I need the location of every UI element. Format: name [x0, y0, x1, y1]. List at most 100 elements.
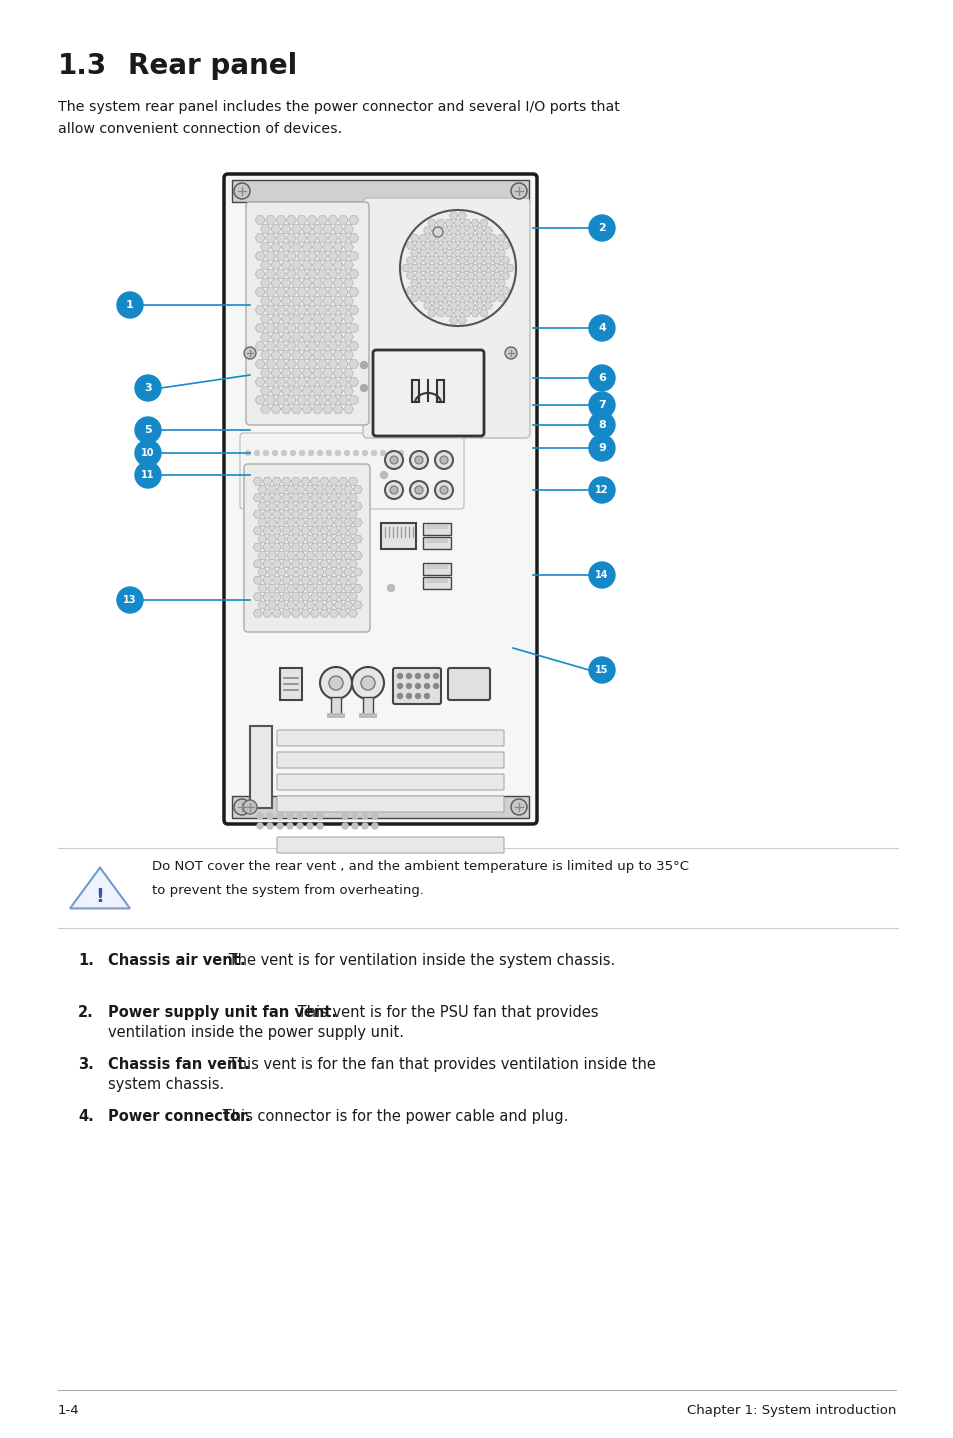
FancyBboxPatch shape — [393, 669, 440, 705]
Circle shape — [316, 450, 323, 456]
Circle shape — [281, 450, 287, 456]
Circle shape — [117, 292, 143, 318]
Circle shape — [360, 676, 375, 690]
Circle shape — [435, 452, 453, 469]
Circle shape — [135, 440, 161, 466]
Text: 4: 4 — [598, 324, 605, 334]
Circle shape — [267, 823, 273, 828]
FancyBboxPatch shape — [448, 669, 490, 700]
Bar — [232, 797, 529, 818]
Circle shape — [416, 683, 420, 689]
Text: Rear panel: Rear panel — [128, 52, 297, 81]
Bar — [426, 539, 448, 544]
Circle shape — [319, 667, 352, 699]
FancyBboxPatch shape — [276, 837, 503, 853]
Circle shape — [117, 587, 143, 613]
Circle shape — [353, 450, 358, 456]
Circle shape — [588, 216, 615, 242]
Bar — [232, 180, 529, 201]
Text: to prevent the system from overheating.: to prevent the system from overheating. — [152, 884, 423, 897]
Circle shape — [433, 683, 438, 689]
Text: 11: 11 — [141, 470, 154, 480]
Circle shape — [410, 480, 428, 499]
Text: The system rear panel includes the power connector and several I/O ports that: The system rear panel includes the power… — [58, 101, 619, 114]
Text: 6: 6 — [598, 372, 605, 383]
Circle shape — [307, 812, 313, 820]
Text: 1: 1 — [126, 301, 133, 311]
Circle shape — [296, 823, 303, 828]
Text: Do NOT cover the rear vent , and the ambient temperature is limited up to 35°C: Do NOT cover the rear vent , and the amb… — [152, 860, 688, 873]
Circle shape — [352, 812, 357, 820]
FancyBboxPatch shape — [244, 464, 370, 631]
Text: 10: 10 — [141, 449, 154, 457]
Circle shape — [588, 562, 615, 588]
Circle shape — [245, 450, 251, 456]
Text: Chassis fan vent.: Chassis fan vent. — [108, 1057, 250, 1071]
Text: 4.: 4. — [78, 1109, 93, 1125]
Bar — [426, 580, 448, 582]
Circle shape — [308, 450, 314, 456]
Text: The vent is for ventilation inside the system chassis.: The vent is for ventilation inside the s… — [224, 953, 615, 968]
Text: 13: 13 — [123, 595, 136, 605]
Circle shape — [588, 477, 615, 503]
FancyBboxPatch shape — [373, 349, 483, 436]
Text: 2: 2 — [598, 223, 605, 233]
Circle shape — [588, 393, 615, 418]
Circle shape — [360, 384, 367, 391]
Circle shape — [361, 450, 368, 456]
Circle shape — [406, 683, 411, 689]
Text: 3.: 3. — [78, 1057, 93, 1071]
Circle shape — [389, 450, 395, 456]
Bar — [363, 697, 373, 715]
Bar — [358, 713, 376, 718]
Circle shape — [588, 413, 615, 439]
Text: ventilation inside the power supply unit.: ventilation inside the power supply unit… — [108, 1025, 403, 1040]
Circle shape — [371, 450, 376, 456]
Circle shape — [272, 450, 277, 456]
Text: This connector is for the power cable and plug.: This connector is for the power cable an… — [217, 1109, 567, 1125]
Circle shape — [361, 823, 368, 828]
Circle shape — [341, 823, 348, 828]
Text: allow convenient connection of devices.: allow convenient connection of devices. — [58, 122, 342, 137]
Circle shape — [256, 812, 263, 820]
Circle shape — [267, 812, 273, 820]
FancyBboxPatch shape — [363, 198, 530, 439]
Circle shape — [387, 584, 395, 591]
Circle shape — [290, 450, 295, 456]
Text: 8: 8 — [598, 420, 605, 430]
FancyBboxPatch shape — [276, 752, 503, 768]
Circle shape — [397, 673, 402, 679]
Circle shape — [397, 450, 403, 456]
Text: 15: 15 — [595, 664, 608, 674]
FancyBboxPatch shape — [224, 174, 537, 824]
Circle shape — [588, 436, 615, 462]
Circle shape — [326, 450, 332, 456]
Bar — [422, 523, 451, 535]
Circle shape — [424, 683, 429, 689]
Text: Chapter 1: System introduction: Chapter 1: System introduction — [686, 1403, 895, 1416]
Polygon shape — [70, 867, 130, 909]
Circle shape — [344, 450, 350, 456]
Circle shape — [439, 486, 448, 495]
Circle shape — [244, 347, 255, 360]
Text: system chassis.: system chassis. — [108, 1077, 224, 1091]
Circle shape — [316, 823, 323, 828]
Text: 1.3: 1.3 — [58, 52, 107, 81]
Circle shape — [511, 800, 526, 815]
Circle shape — [352, 823, 357, 828]
Circle shape — [439, 456, 448, 464]
Circle shape — [263, 450, 269, 456]
Circle shape — [296, 812, 303, 820]
Text: 14: 14 — [595, 569, 608, 580]
Circle shape — [372, 812, 377, 820]
Bar — [422, 536, 451, 549]
Circle shape — [135, 375, 161, 401]
Circle shape — [433, 673, 438, 679]
Circle shape — [329, 676, 343, 690]
FancyBboxPatch shape — [276, 774, 503, 789]
Circle shape — [307, 823, 313, 828]
Text: 1.: 1. — [78, 953, 93, 968]
Circle shape — [588, 365, 615, 391]
Circle shape — [588, 657, 615, 683]
Circle shape — [397, 683, 402, 689]
